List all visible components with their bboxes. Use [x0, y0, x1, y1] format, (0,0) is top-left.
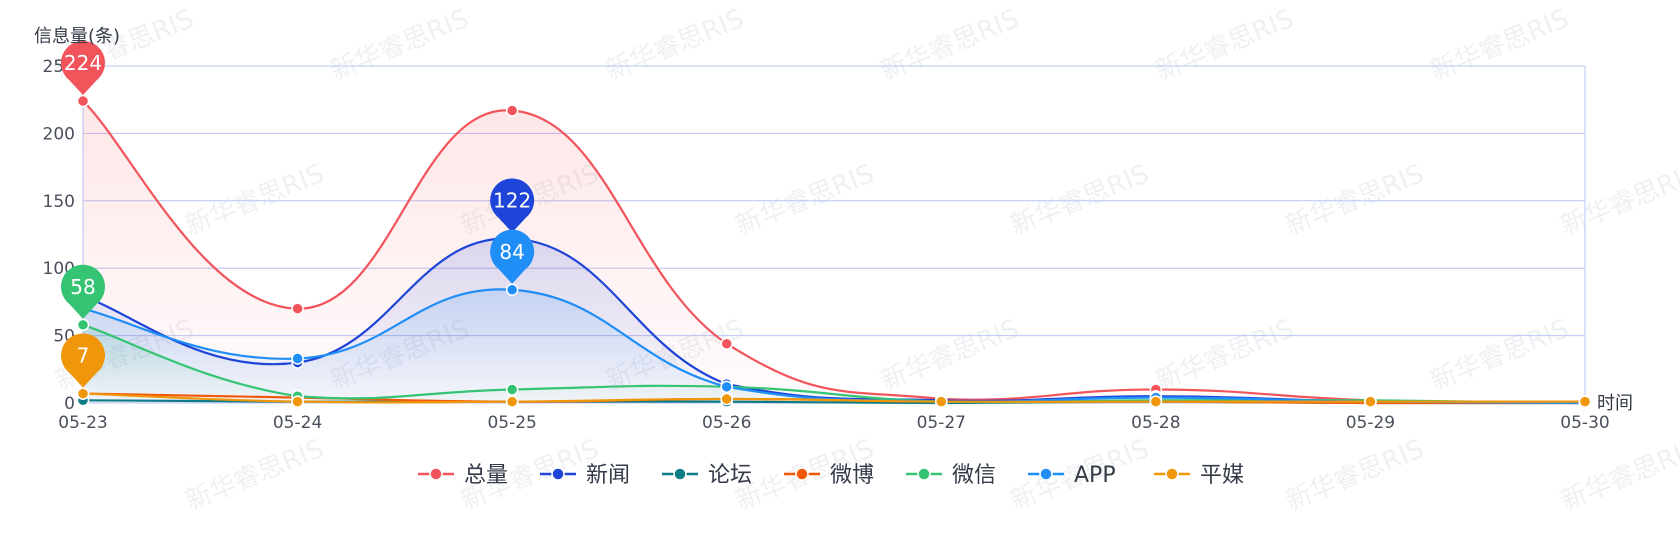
- watermark-text-17: 新华睿思RIS: [1426, 314, 1573, 397]
- y-tick-label-150: 150: [43, 192, 75, 212]
- legend-item-新闻[interactable]: 新闻: [540, 463, 630, 488]
- y-tick-label-0: 0: [64, 394, 75, 414]
- watermark-text-4: 新华睿思RIS: [1151, 4, 1298, 87]
- y-tick-label-200: 200: [43, 124, 75, 144]
- legend-marker-新闻: [551, 467, 565, 481]
- point-平媒-05-25[interactable]: [505, 395, 519, 408]
- legend-marker-平媒: [1165, 467, 1179, 481]
- peak-pin-平媒: 7: [61, 333, 105, 388]
- pin-label-总量: 224: [64, 51, 102, 75]
- point-APP-05-24[interactable]: [291, 352, 304, 365]
- legend-marker-APP: [1039, 467, 1053, 481]
- peak-pin-新闻: 122: [490, 178, 535, 233]
- x-axis-title: 时间: [1597, 393, 1633, 414]
- y-axis-title: 信息量(条): [34, 26, 120, 47]
- line-平媒: [82, 392, 1585, 404]
- point-平媒-05-29[interactable]: [1364, 395, 1377, 408]
- legend-label-总量: 总量: [464, 463, 508, 488]
- watermark-text-3: 新华睿思RIS: [876, 4, 1023, 87]
- x-tick-label-05-23: 05-23: [58, 413, 107, 433]
- point-总量-05-26[interactable]: [720, 337, 733, 350]
- point-平媒-05-28[interactable]: [1149, 395, 1163, 408]
- pin-label-新闻: 122: [493, 189, 531, 213]
- legend-label-平媒: 平媒: [1200, 463, 1244, 488]
- x-tick-label-05-28: 05-28: [1131, 413, 1180, 433]
- peak-pin-微信: 58: [61, 264, 106, 319]
- legend-item-平媒[interactable]: 平媒: [1154, 463, 1244, 488]
- pin-shape-新闻: [490, 178, 535, 233]
- series-lines: [82, 100, 1586, 405]
- legend-marker-论坛: [673, 467, 687, 481]
- legend-label-微博: 微博: [830, 463, 874, 488]
- point-微信-05-23[interactable]: [76, 318, 90, 332]
- legend-label-论坛: 论坛: [708, 463, 752, 488]
- point-平媒-05-24[interactable]: [291, 395, 304, 408]
- point-微信-05-25[interactable]: [505, 383, 519, 396]
- pin-shape-平媒: [61, 333, 105, 388]
- legend-label-APP: APP: [1074, 463, 1116, 488]
- watermark-text-1: 新华睿思RIS: [326, 4, 473, 87]
- point-APP-05-25[interactable]: [505, 283, 519, 297]
- point-总量-05-24[interactable]: [291, 302, 304, 315]
- watermark-text-15: 新华睿思RIS: [876, 314, 1023, 397]
- x-tick-label-05-27: 05-27: [917, 413, 966, 433]
- watermark-text-23: 新华睿思RIS: [1556, 434, 1680, 517]
- area-APP: [83, 289, 1585, 403]
- watermark-text-6: 新华睿思RIS: [181, 159, 328, 242]
- pin-shape-总量: [61, 40, 106, 96]
- legend-item-总量[interactable]: 总量: [418, 463, 508, 488]
- watermark-text-9: 新华睿思RIS: [1006, 159, 1153, 242]
- series-points: [76, 94, 1592, 410]
- watermark-layer: 新华睿思RIS 新华睿思RIS 新华睿思RIS 新华睿思RIS 新华睿思RIS 新华睿思R…: [51, 4, 1680, 517]
- x-tick-label-05-24: 05-24: [273, 413, 322, 433]
- legend-label-新闻: 新闻: [586, 463, 630, 488]
- point-平媒-05-27[interactable]: [935, 395, 948, 408]
- x-tick-label-05-26: 05-26: [702, 413, 751, 433]
- pin-label-APP: 84: [499, 240, 524, 264]
- watermark-text-2: 新华睿思RIS: [601, 4, 748, 87]
- point-平媒-05-23[interactable]: [76, 387, 90, 400]
- pin-label-平媒: 7: [77, 344, 90, 368]
- watermark-text-8: 新华睿思RIS: [731, 159, 878, 242]
- pin-shape-APP: [490, 229, 535, 284]
- point-总量-05-25[interactable]: [505, 104, 519, 117]
- pin-shape-微信: [61, 264, 106, 319]
- watermark-text-5: 新华睿思RIS: [1426, 4, 1573, 87]
- point-总量-05-23[interactable]: [76, 94, 90, 108]
- legend-marker-微博: [795, 467, 809, 481]
- legend-label-微信: 微信: [952, 463, 996, 488]
- peak-pins: 224 122 58 84 7: [61, 40, 535, 388]
- legend-item-微信[interactable]: 微信: [906, 463, 996, 488]
- peak-pin-APP: 84: [490, 229, 535, 284]
- point-APP-05-26[interactable]: [720, 380, 733, 394]
- legend[interactable]: 总量 新闻 论坛 微博 微信 APP 平媒: [418, 463, 1244, 488]
- legend-marker-微信: [917, 467, 931, 481]
- point-平媒-05-30[interactable]: [1578, 395, 1592, 408]
- axes: 信息量(条) 时间: [34, 26, 1633, 414]
- watermark-text-22: 新华睿思RIS: [1281, 434, 1428, 517]
- legend-marker-总量: [429, 467, 443, 481]
- x-tick-label-05-25: 05-25: [487, 413, 536, 433]
- legend-item-论坛[interactable]: 论坛: [662, 463, 752, 488]
- legend-item-APP[interactable]: APP: [1028, 463, 1116, 488]
- pin-label-微信: 58: [70, 275, 95, 299]
- point-平媒-05-26[interactable]: [720, 392, 733, 406]
- watermark-text-16: 新华睿思RIS: [1151, 314, 1298, 397]
- peak-pin-总量: 224: [61, 40, 106, 96]
- watermark-text-18: 新华睿思RIS: [181, 434, 328, 517]
- x-tick-label-05-29: 05-29: [1346, 413, 1395, 433]
- watermark-text-11: 新华睿思RIS: [1556, 159, 1680, 242]
- series-areas: [83, 101, 1585, 403]
- watermark-text-10: 新华睿思RIS: [1281, 159, 1428, 242]
- legend-item-微博[interactable]: 微博: [784, 463, 874, 488]
- x-tick-label-05-30: 05-30: [1560, 413, 1609, 433]
